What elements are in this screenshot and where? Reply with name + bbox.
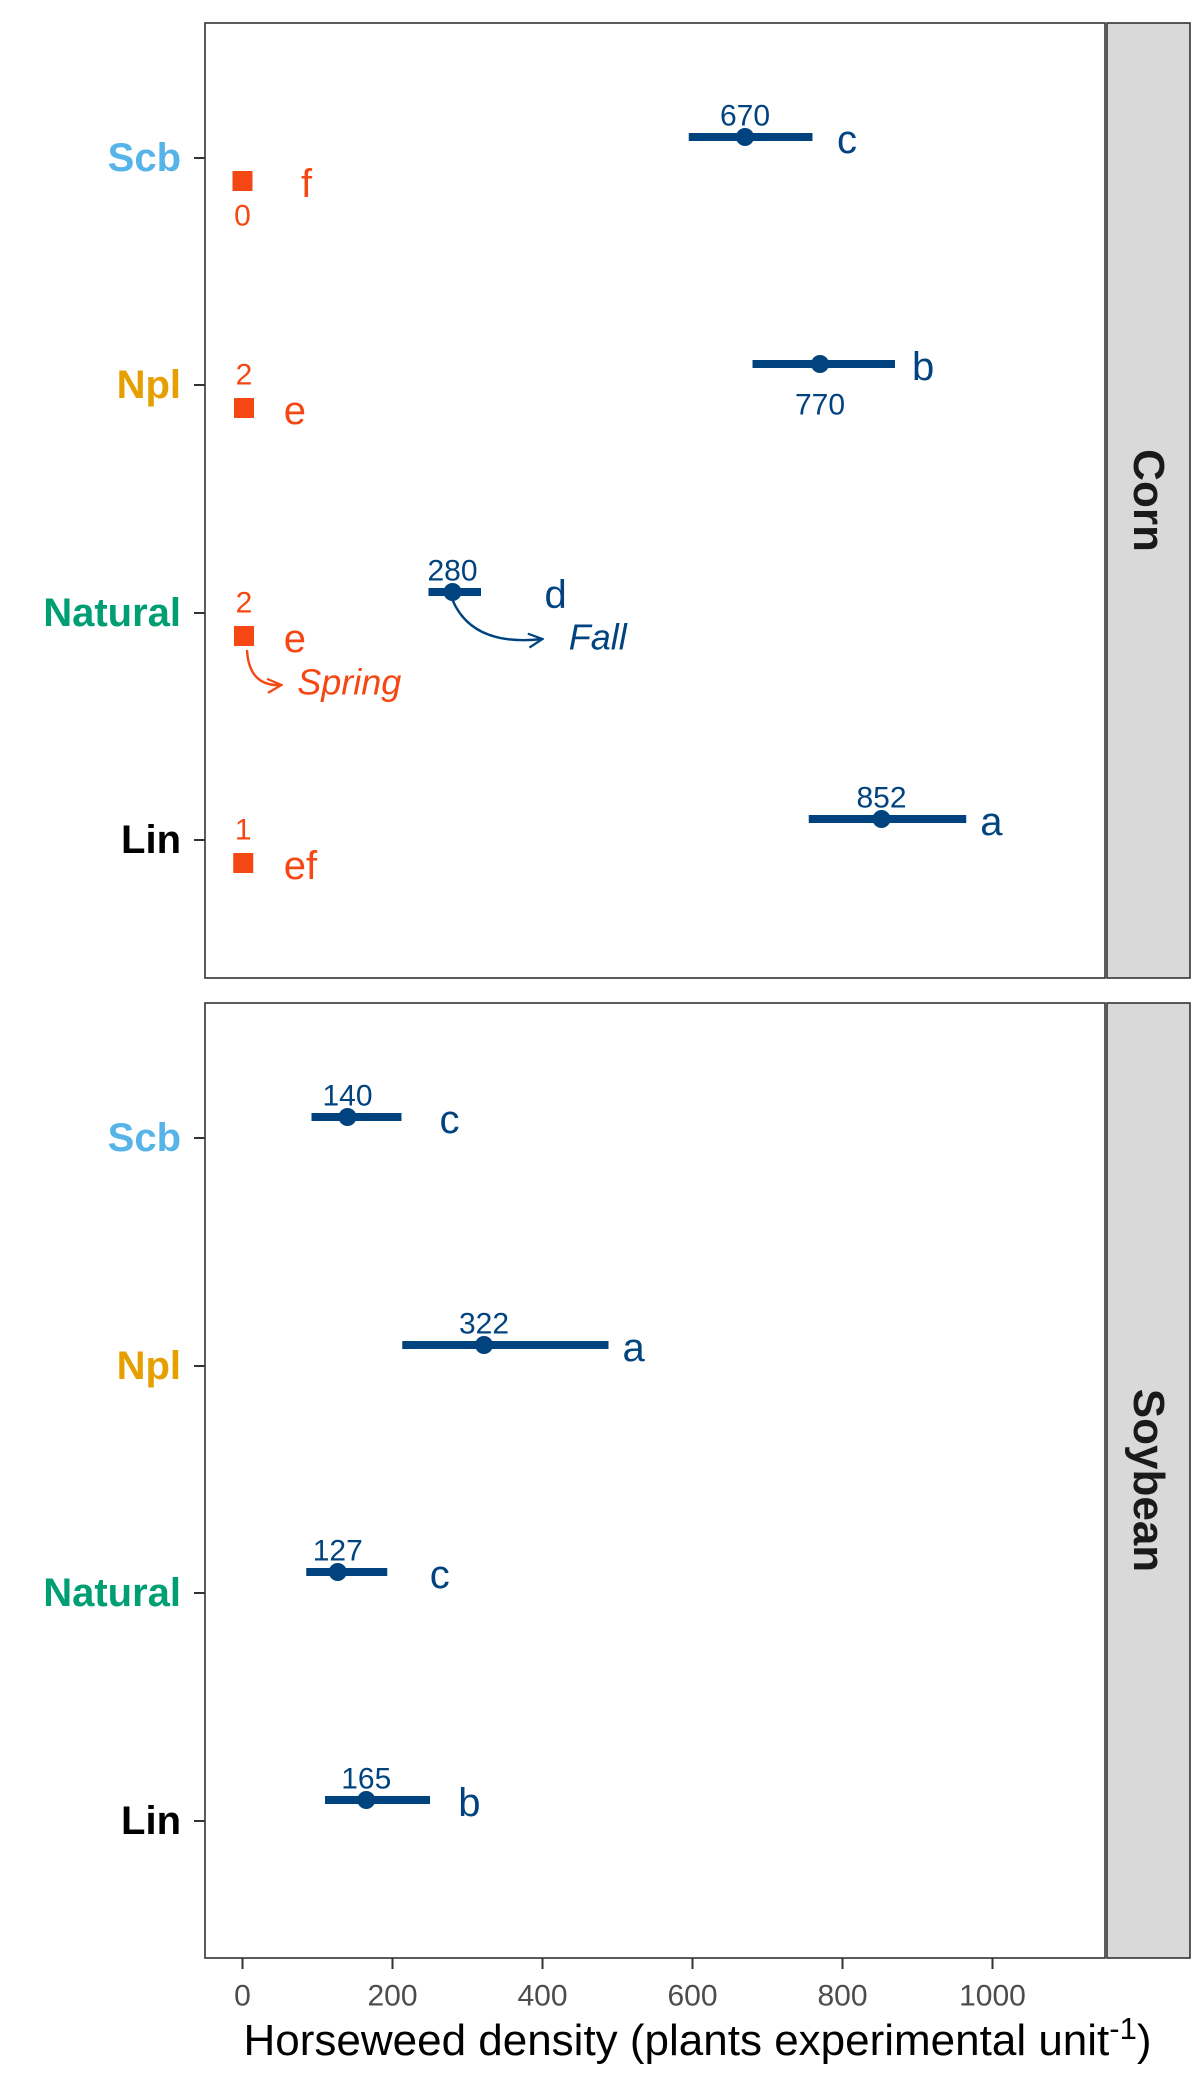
letter-label-corn-spring-natural: e xyxy=(284,617,306,661)
annotation-label-fall: Fall xyxy=(569,617,628,658)
annotation-arrow-fall xyxy=(451,599,543,640)
xtick-label-1000: 1000 xyxy=(959,1980,1026,2013)
point-corn-spring-scb xyxy=(232,171,253,191)
annotation-label-spring: Spring xyxy=(297,662,401,703)
ytick-label-corn-npl: Npl xyxy=(117,363,181,407)
value-label-soybean-fall-npl: 322 xyxy=(459,1308,509,1341)
ytick-label-soybean-lin: Lin xyxy=(121,1799,181,1843)
panel-corn-strip-label: Corn xyxy=(1124,449,1173,552)
point-corn-fall-scb xyxy=(736,128,754,146)
panel-soybean-strip xyxy=(1106,1002,1191,1959)
point-soybean-fall-lin xyxy=(357,1791,376,1809)
letter-label-corn-spring-npl: e xyxy=(284,389,306,433)
value-label-soybean-fall-natural: 127 xyxy=(313,1535,363,1568)
ytick-label-corn-natural: Natural xyxy=(43,591,181,635)
point-corn-spring-natural xyxy=(234,626,254,646)
letter-label-corn-fall-npl: b xyxy=(912,345,934,389)
value-label-corn-spring-npl: 2 xyxy=(236,359,253,392)
ytick-label-corn-lin: Lin xyxy=(121,818,181,862)
letter-label-soybean-fall-lin: b xyxy=(458,1781,480,1825)
xtick-label-400: 400 xyxy=(517,1980,567,2013)
value-label-corn-spring-natural: 2 xyxy=(236,587,253,620)
letter-label-soybean-fall-natural: c xyxy=(430,1553,450,1597)
xtick-label-600: 600 xyxy=(667,1980,717,2013)
point-corn-fall-lin xyxy=(872,810,891,828)
letter-label-corn-fall-lin: a xyxy=(980,800,1003,844)
letter-label-soybean-fall-scb: c xyxy=(440,1098,460,1142)
value-label-corn-fall-npl: 770 xyxy=(795,389,845,422)
value-label-corn-fall-lin: 852 xyxy=(856,782,906,815)
point-corn-spring-lin xyxy=(233,853,254,873)
point-soybean-fall-scb xyxy=(338,1108,357,1126)
value-label-corn-spring-scb: 0 xyxy=(234,200,251,233)
panel-corn-strip xyxy=(1106,22,1191,979)
letter-label-soybean-fall-npl: a xyxy=(623,1326,646,1370)
point-corn-fall-npl xyxy=(811,355,829,373)
xtick-label-0: 0 xyxy=(234,1980,251,2013)
xtick-label-800: 800 xyxy=(817,1980,867,2013)
ytick-label-corn-scb: Scb xyxy=(108,136,181,180)
panel-corn-frame xyxy=(204,22,1106,979)
ytick-label-soybean-natural: Natural xyxy=(43,1571,181,1615)
letter-label-corn-spring-lin: ef xyxy=(284,844,318,888)
value-label-soybean-fall-lin: 165 xyxy=(341,1763,391,1796)
value-label-corn-fall-scb: 670 xyxy=(720,100,770,133)
panel-soybean-frame xyxy=(204,1002,1106,1959)
annotation-arrow-spring xyxy=(245,649,282,685)
ytick-label-soybean-scb: Scb xyxy=(108,1116,181,1160)
panel-soybean-strip-label: Soybean xyxy=(1124,1389,1173,1572)
point-corn-fall-natural xyxy=(443,583,462,601)
point-corn-spring-npl xyxy=(234,398,254,418)
point-soybean-fall-npl xyxy=(475,1336,493,1354)
ytick-label-soybean-npl: Npl xyxy=(117,1344,181,1388)
point-soybean-fall-natural xyxy=(328,1563,347,1581)
value-label-soybean-fall-scb: 140 xyxy=(322,1080,372,1113)
value-label-corn-fall-natural: 280 xyxy=(427,555,477,588)
xtick-label-200: 200 xyxy=(367,1980,417,2013)
x-axis-title: Horseweed density (plants experimental u… xyxy=(243,2011,1151,2065)
letter-label-corn-fall-natural: d xyxy=(545,573,567,617)
value-label-corn-spring-lin: 1 xyxy=(235,814,252,847)
letter-label-corn-spring-scb: f xyxy=(301,162,313,206)
letter-label-corn-fall-scb: c xyxy=(837,118,857,162)
